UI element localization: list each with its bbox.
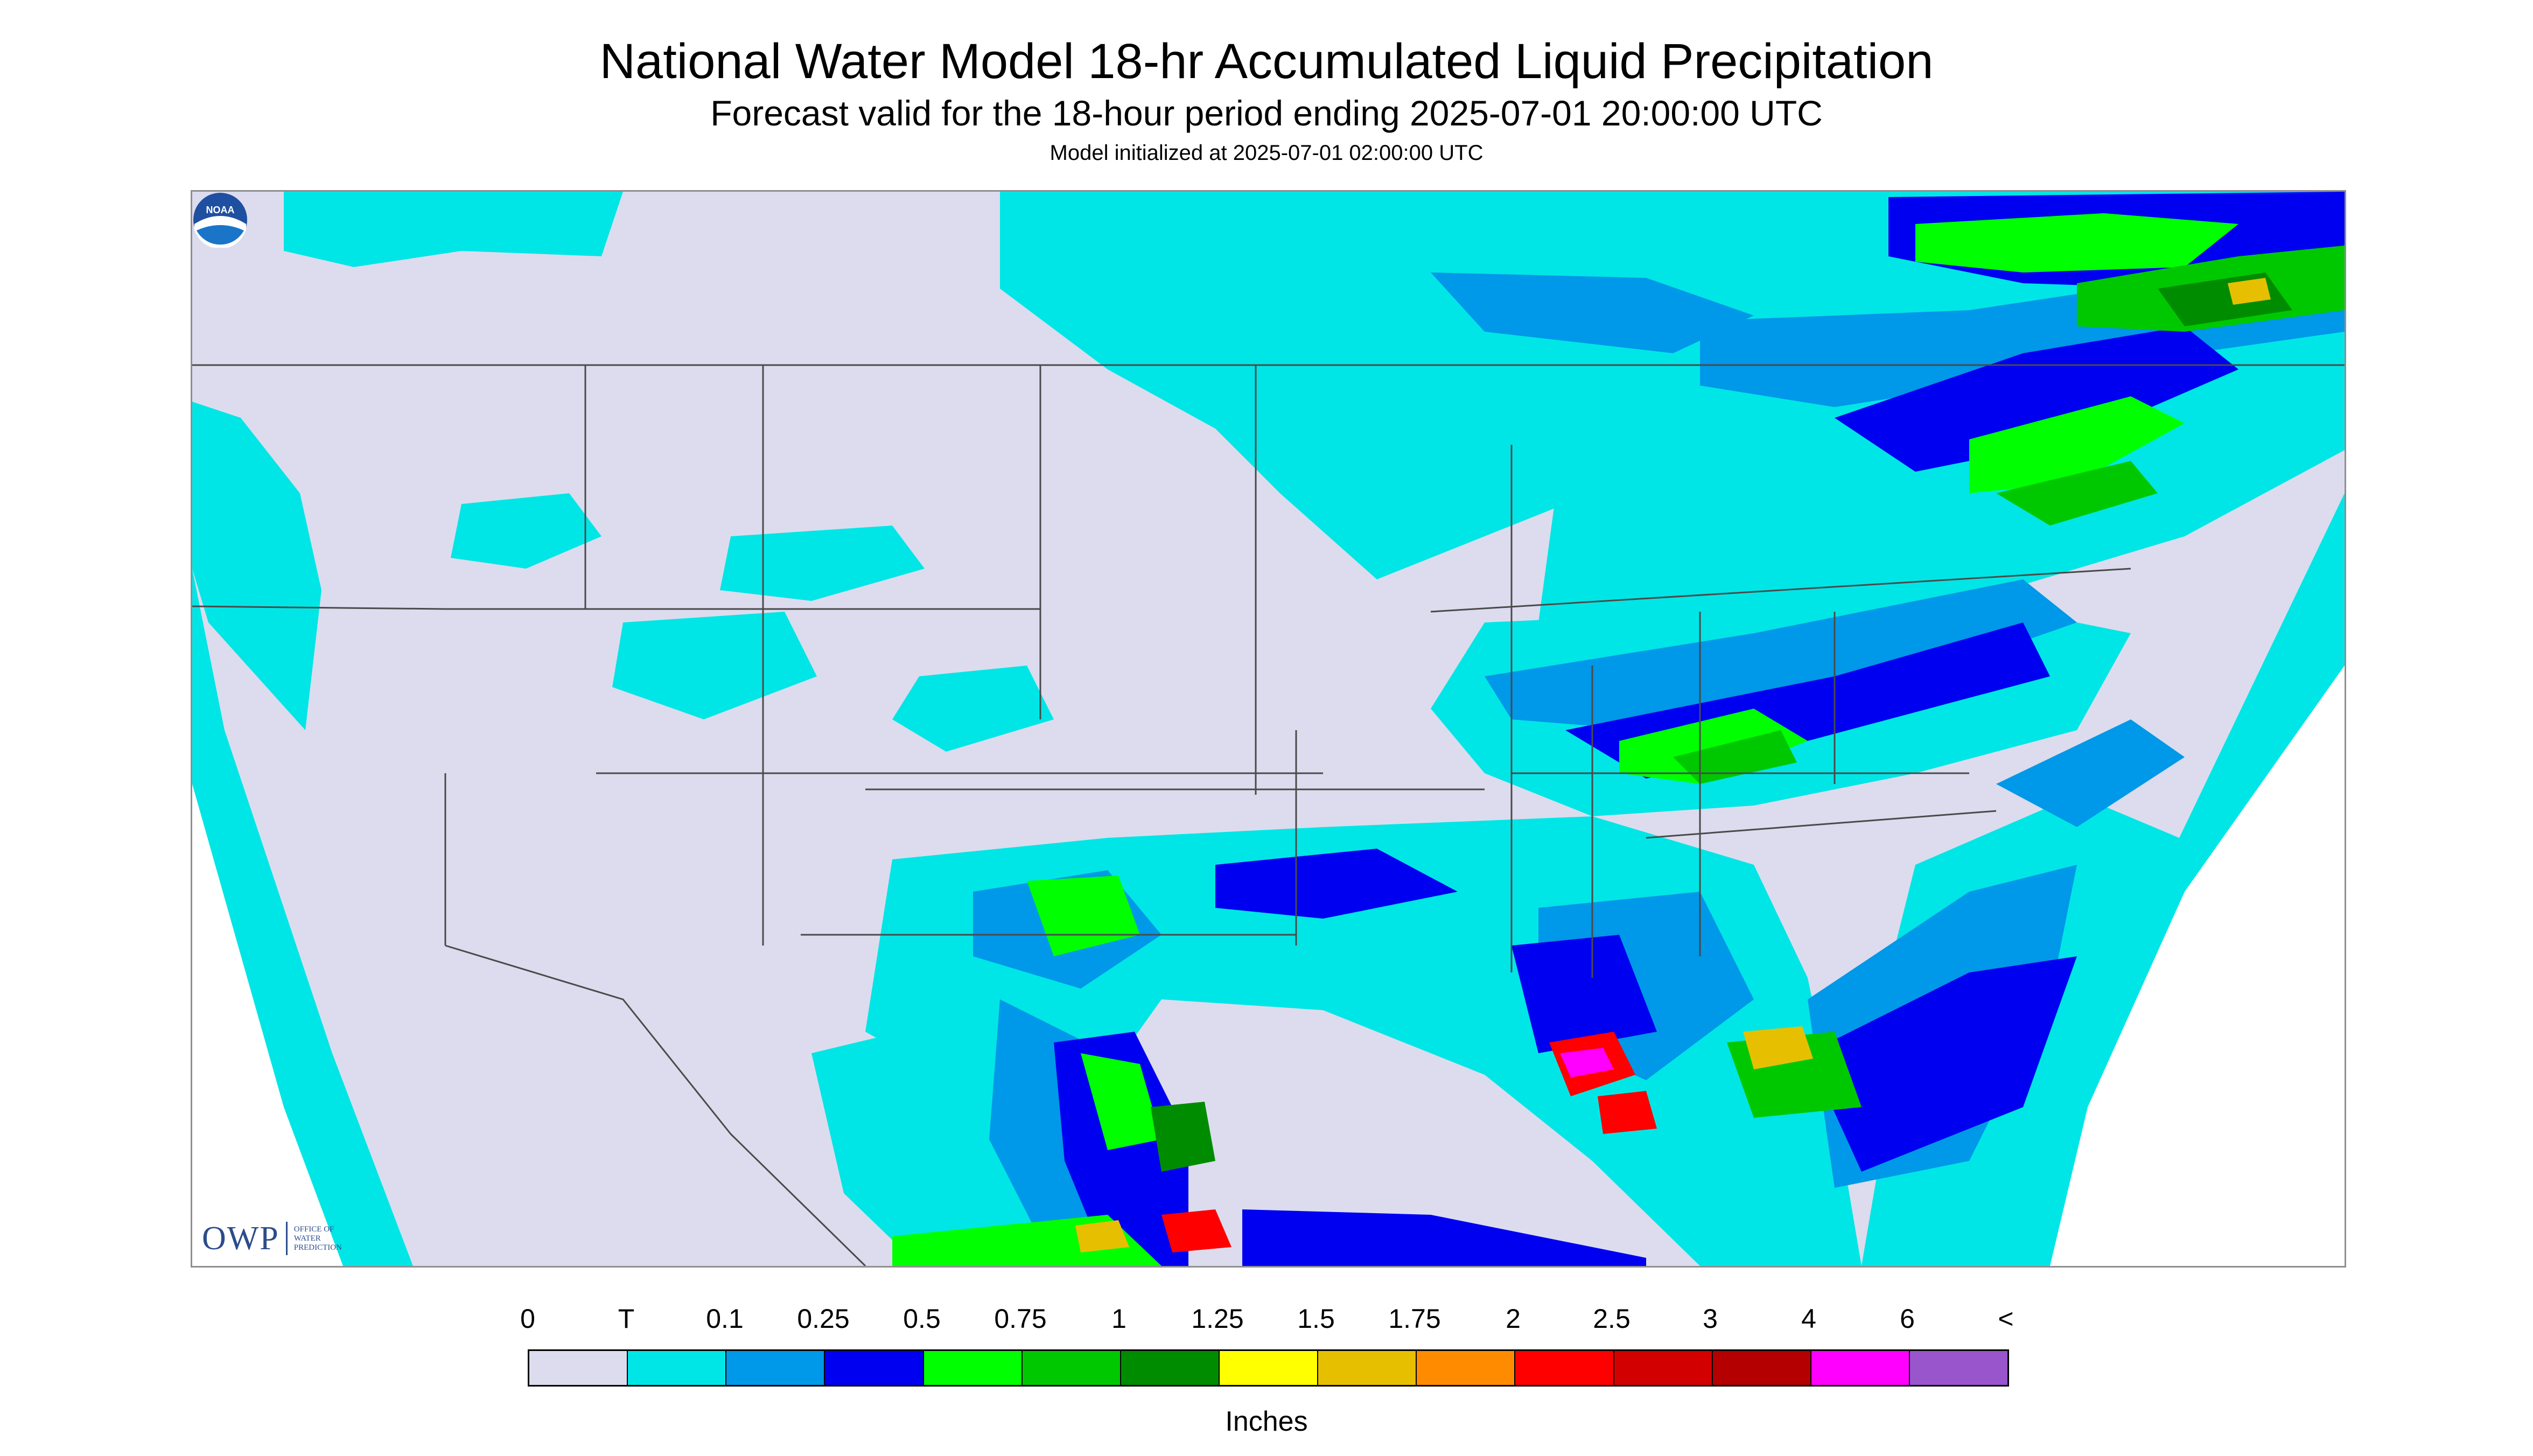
p2-precip-layer xyxy=(1161,1032,1657,1252)
state-boundaries xyxy=(192,364,2345,1266)
map-title: National Water Model 18-hr Accumulated L… xyxy=(599,34,1934,89)
legend-label: 2 xyxy=(1506,1304,1521,1334)
legend-labels: 0 T 0.1 0.25 0.5 0.75 1 1.25 1.5 1.75 2 2.5 3 4 6 < xyxy=(0,1303,2533,1341)
legend-label: 1.5 xyxy=(1297,1304,1335,1334)
legend-swatch xyxy=(628,1351,727,1385)
legend-swatch xyxy=(1121,1351,1220,1385)
owp-logo-text: OWP xyxy=(202,1220,279,1257)
p4-precip-layer xyxy=(1560,1048,1614,1077)
owp-logo: OWP OFFICE OF WATER PREDICTION xyxy=(202,1218,342,1259)
legend-swatch xyxy=(1318,1351,1417,1385)
legend-label: 0 xyxy=(520,1304,535,1334)
model-init-line: Model initialized at 2025-07-01 02:00:00… xyxy=(1049,141,1484,165)
p1-5-precip-layer xyxy=(1075,278,2271,1252)
legend-swatch xyxy=(1515,1351,1614,1385)
legend-label: 0.25 xyxy=(797,1304,850,1334)
legend-swatch xyxy=(1219,1351,1319,1385)
legend-label: 2.5 xyxy=(1593,1304,1631,1334)
legend-swatch xyxy=(1811,1351,1910,1385)
legend-label: 4 xyxy=(1801,1304,1816,1334)
legend-swatch xyxy=(825,1351,924,1385)
legend-label: < xyxy=(1998,1304,2014,1334)
legend-swatch xyxy=(1614,1351,1713,1385)
legend-swatch xyxy=(1909,1351,2008,1385)
legend-swatch xyxy=(1712,1351,1811,1385)
legend-swatch xyxy=(726,1351,825,1385)
noaa-logo-text: NOAA xyxy=(206,205,235,215)
legend-label: 3 xyxy=(1703,1304,1718,1334)
precipitation-map: OWP OFFICE OF WATER PREDICTION NOAA xyxy=(191,190,2346,1268)
legend-label: 1.75 xyxy=(1388,1304,1441,1334)
owp-logo-divider xyxy=(285,1222,288,1255)
legend-swatch xyxy=(923,1351,1023,1385)
map-subtitle: Forecast valid for the 18-hour period en… xyxy=(710,93,1823,133)
legend-label: 0.75 xyxy=(994,1304,1047,1334)
legend-label: 0.5 xyxy=(903,1304,941,1334)
legend-label: 1 xyxy=(1111,1304,1126,1334)
legend-label: 0.1 xyxy=(706,1304,744,1334)
legend-color-bar xyxy=(528,1349,2009,1387)
legend-label: 1.25 xyxy=(1191,1304,1244,1334)
map-canvas xyxy=(192,192,2345,1266)
legend-swatch xyxy=(1417,1351,1516,1385)
legend-swatch xyxy=(1022,1351,1121,1385)
legend-label: T xyxy=(618,1304,635,1334)
owp-logo-subtext: OFFICE OF WATER PREDICTION xyxy=(293,1224,342,1252)
noaa-logo: NOAA xyxy=(193,193,247,248)
legend-units: Inches xyxy=(1225,1406,1308,1437)
legend-label: 6 xyxy=(1900,1304,1915,1334)
legend-swatch xyxy=(529,1351,628,1385)
